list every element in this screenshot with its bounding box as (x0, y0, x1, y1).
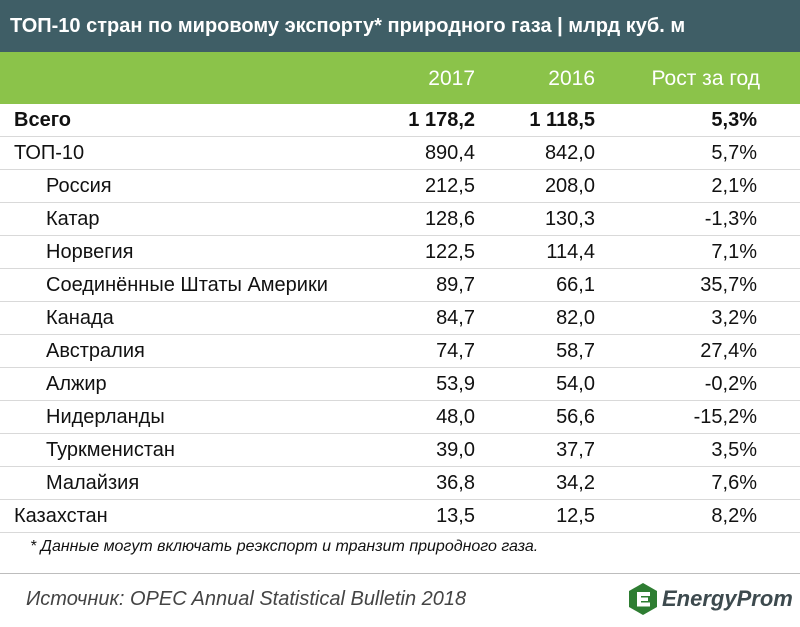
row-value-2017: 84,7 (436, 307, 475, 329)
row-growth: 5,3% (711, 109, 757, 131)
row-value-2016: 82,0 (556, 307, 595, 329)
row-name: Норвегия (46, 241, 134, 263)
row-value-2017: 74,7 (436, 340, 475, 362)
header-growth: Рост за год (651, 67, 760, 90)
row-value-2017: 89,7 (436, 274, 475, 296)
row-name: Алжир (46, 373, 107, 395)
table-row: Катар 128,6 130,3 -1,3% (0, 203, 800, 236)
row-value-2017: 48,0 (436, 406, 475, 428)
table-row: Норвегия 122,5 114,4 7,1% (0, 236, 800, 269)
row-growth: -15,2% (693, 406, 757, 428)
row-growth: 2,1% (711, 175, 757, 197)
row-name: Россия (46, 175, 112, 197)
row-growth: 5,7% (711, 142, 757, 164)
row-growth: 7,6% (711, 472, 757, 494)
row-name: Канада (46, 307, 114, 329)
row-value-2017: 212,5 (424, 175, 475, 197)
row-value-2016: 34,2 (556, 472, 595, 494)
row-value-2017: 890,4 (424, 142, 475, 164)
table-row: Алжир 53,9 54,0 -0,2% (0, 368, 800, 401)
row-growth: -1,3% (704, 208, 757, 230)
table-row: Малайзия 36,8 34,2 7,6% (0, 467, 800, 500)
row-growth: -0,2% (704, 373, 757, 395)
row-value-2016: 56,6 (556, 406, 595, 428)
table-row: Туркменистан 39,0 37,7 3,5% (0, 434, 800, 467)
row-value-2017: 53,9 (436, 373, 475, 395)
row-growth: 35,7% (700, 274, 757, 296)
row-value-2017: 128,6 (424, 208, 475, 230)
row-name: Соединённые Штаты Америки (46, 274, 328, 296)
row-name: ТОП-10 (14, 142, 85, 164)
table-row: Канада 84,7 82,0 3,2% (0, 302, 800, 335)
row-value-2017: 13,5 (436, 505, 475, 527)
row-value-2017: 122,5 (424, 241, 475, 263)
row-name: Австралия (46, 340, 145, 362)
table-row: Россия 212,5 208,0 2,1% (0, 170, 800, 203)
row-value-2016: 130,3 (544, 208, 595, 230)
row-growth: 8,2% (711, 505, 757, 527)
row-growth: 27,4% (700, 340, 757, 362)
row-growth: 7,1% (711, 241, 757, 263)
row-value-2017: 39,0 (436, 439, 475, 461)
table-row: Нидерланды 48,0 56,6 -15,2% (0, 401, 800, 434)
row-value-2016: 58,7 (556, 340, 595, 362)
row-value-2017: 1 178,2 (408, 109, 475, 131)
header-2016: 2016 (548, 67, 595, 90)
table-row: Соединённые Штаты Америки 89,7 66,1 35,7… (0, 269, 800, 302)
row-growth: 3,2% (711, 307, 757, 329)
energyprom-logo-icon (629, 583, 657, 615)
header-2017: 2017 (428, 67, 475, 90)
row-value-2016: 1 118,5 (529, 109, 595, 131)
row-value-2016: 54,0 (556, 373, 595, 395)
row-growth: 3,5% (711, 439, 757, 461)
table-header: 2017 2016 Рост за год (0, 52, 800, 104)
table-row: Австралия 74,7 58,7 27,4% (0, 335, 800, 368)
energyprom-logo: EnergyProm (628, 580, 798, 620)
row-name: Малайзия (46, 472, 140, 494)
row-value-2016: 12,5 (556, 505, 595, 527)
table-row: ТОП-10 890,4 842,0 5,7% (0, 137, 800, 170)
row-name: Казахстан (14, 505, 108, 527)
row-name: Катар (46, 208, 100, 230)
row-value-2016: 114,4 (546, 241, 595, 263)
row-value-2016: 842,0 (544, 142, 595, 164)
row-value-2016: 208,0 (544, 175, 595, 197)
row-name: Туркменистан (46, 439, 175, 461)
data-table: Всего 1 178,2 1 118,5 5,3% ТОП-10 890,4 … (0, 104, 800, 533)
footer-divider (0, 573, 800, 574)
page-title: ТОП-10 стран по мировому экспорту* приро… (0, 0, 800, 52)
row-value-2017: 36,8 (436, 472, 475, 494)
footnote: * Данные могут включать реэкспорт и тран… (30, 538, 539, 555)
source-note: Источник: OPEC Annual Statistical Bullet… (26, 588, 467, 610)
row-name: Нидерланды (46, 406, 165, 428)
row-name: Всего (14, 109, 71, 131)
row-value-2016: 37,7 (556, 439, 595, 461)
table-row-total: Всего 1 178,2 1 118,5 5,3% (0, 104, 800, 137)
logo-text: EnergyProm (662, 586, 793, 611)
table-row: Казахстан 13,5 12,5 8,2% (0, 500, 800, 533)
row-value-2016: 66,1 (556, 274, 595, 296)
